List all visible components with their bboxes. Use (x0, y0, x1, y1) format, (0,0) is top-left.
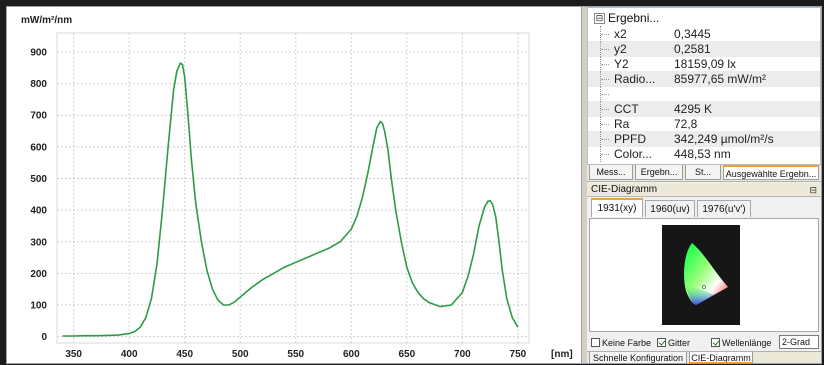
tree-connector (600, 116, 611, 132)
result-key: Color... (614, 147, 653, 161)
result-key: Y2 (614, 57, 629, 71)
x-tick-label: 700 (454, 349, 471, 360)
x-tick-label: 500 (232, 349, 249, 360)
tree-connector (600, 26, 611, 42)
y-tick-label: 700 (30, 111, 47, 122)
wellenlaenge-label: Wellenlänge (722, 338, 772, 348)
result-value: 85977,65 mW/m² (674, 72, 767, 86)
tab-st[interactable]: St... (685, 165, 721, 180)
keine-farbe-checkbox[interactable] (591, 338, 600, 347)
y-tick-label: 600 (30, 142, 47, 153)
collapse-icon[interactable]: ⊟ (594, 13, 605, 24)
gitter-label: Gitter (668, 338, 691, 348)
tab-mess[interactable]: Mess... (589, 165, 633, 180)
tab-cie-1976[interactable]: 1976(u'v') (697, 200, 751, 217)
tree-connector (600, 86, 611, 102)
result-key: CCT (614, 102, 639, 116)
x-tick-label: 600 (343, 349, 360, 360)
result-key: y2 (614, 42, 627, 56)
result-row[interactable]: PPFD 342,249 µmol/m²/s (588, 131, 820, 147)
y-tick-label: 0 (41, 332, 47, 343)
cie-title-label: CIE-Diagramm (591, 184, 658, 195)
y-tick-label: 400 (30, 206, 47, 217)
result-row[interactable]: y2 0,2581 (588, 41, 820, 57)
result-value: 0,3445 (674, 27, 711, 41)
keine-farbe-label: Keine Farbe (602, 338, 652, 348)
result-row[interactable]: CCT 4295 K (588, 101, 820, 117)
y-tick-label: 800 (30, 79, 47, 90)
spectrum-chart: 0 100 200 300 400 500 600 700 800 900 350 400 450 50… (7, 7, 581, 363)
tab-cie-diagramm[interactable]: CIE-Diagramm (689, 352, 753, 363)
panel-splitter[interactable] (581, 7, 588, 363)
result-value: 448,53 nm (674, 147, 731, 161)
right-panel: ⊟ Ergebni... x2 0,3445 y2 0,2581 Y2 18159,09 l… (587, 7, 821, 363)
tree-connector (600, 56, 611, 72)
spectrum-chart-svg: 0 100 200 300 400 500 600 700 800 900 350 400 450 50… (21, 15, 573, 360)
tree-connector (600, 41, 611, 57)
tab-cie-1931[interactable]: 1931(xy) (591, 198, 643, 217)
result-value: 342,249 µmol/m²/s (674, 132, 774, 146)
option-wellenlaenge[interactable]: Wellenlänge (711, 337, 771, 349)
x-tick-label: 550 (287, 349, 304, 360)
y-tick-label: 300 (30, 237, 47, 248)
application-window: 0 100 200 300 400 500 600 700 800 900 350 400 450 50… (6, 6, 822, 364)
cie-options-row: Keine Farbe Gitter Wellenlänge 2-Grad (587, 335, 821, 351)
cie-blue-region (686, 285, 714, 305)
x-tick-label: 650 (398, 349, 415, 360)
cie-measured-point (702, 285, 706, 289)
result-value: 72,8 (674, 117, 698, 131)
x-tick-label: 350 (65, 349, 82, 360)
tree-connector (600, 146, 611, 162)
result-row[interactable]: x2 0,3445 (588, 26, 820, 42)
spectrum-line (62, 61, 519, 337)
tree-connector (600, 131, 611, 147)
option-keine-farbe[interactable]: Keine Farbe (591, 337, 651, 349)
result-row[interactable]: Y2 18159,09 lx (588, 56, 820, 72)
tab-ergebnisse[interactable]: Ergebn... (635, 165, 683, 180)
results-tree-header[interactable]: ⊟ Ergebni... (594, 11, 659, 25)
pin-icon[interactable]: ⊟ (809, 185, 817, 195)
tree-connector (600, 71, 611, 87)
tab-ausgewaehlte-ergebnisse[interactable]: Ausgewählte Ergebn... (723, 165, 819, 180)
results-header-label: Ergebni... (608, 11, 660, 25)
result-row[interactable] (588, 86, 820, 102)
y-tick-label: 900 (30, 47, 47, 58)
option-gitter[interactable]: Gitter (657, 337, 690, 349)
plot-frame (56, 32, 530, 344)
gitter-checkbox[interactable] (657, 338, 666, 347)
y-tick-label: 500 (30, 174, 47, 185)
y-axis-label: mW/m²/nm (21, 15, 72, 26)
result-value: 18159,09 lx (674, 57, 737, 71)
y-tick-label: 200 (30, 269, 47, 280)
wellenlaenge-checkbox[interactable] (711, 338, 720, 347)
x-axis-label: [nm] (551, 349, 573, 360)
tab-schnelle-konfiguration[interactable]: Schnelle Konfiguration (589, 352, 687, 363)
y-tick-label: 100 (30, 301, 47, 312)
x-tick-label: 400 (121, 349, 138, 360)
results-tree: ⊟ Ergebni... x2 0,3445 y2 0,2581 Y2 18159,09 l… (587, 7, 821, 165)
cie-subtabs: 1931(xy) 1960(uv) 1976(u'v') (589, 198, 819, 218)
bottom-tabbar: Schnelle Konfiguration CIE-Diagramm (587, 351, 821, 363)
cie-diagram-area (589, 218, 819, 332)
x-tick-label: 450 (176, 349, 193, 360)
cie-chromaticity-diagram[interactable] (662, 225, 740, 325)
result-key: Radio... (614, 72, 656, 86)
result-row[interactable]: Ra 72,8 (588, 116, 820, 132)
result-value: 0,2581 (674, 42, 711, 56)
result-row[interactable]: Radio... 85977,65 mW/m² (588, 71, 820, 87)
tree-connector (600, 101, 611, 117)
results-tabbar: Mess... Ergebn... St... Ausgewählte Erge… (587, 165, 821, 182)
result-row[interactable]: Color... 448,53 nm (588, 146, 820, 162)
cie-panel-title: CIE-Diagramm ⊟ (587, 183, 821, 197)
result-key: Ra (614, 117, 630, 131)
result-key: PPFD (614, 132, 647, 146)
tab-cie-1960[interactable]: 1960(uv) (645, 200, 695, 217)
x-tick-label: 750 (510, 349, 527, 360)
observer-degree-select[interactable]: 2-Grad (779, 335, 819, 349)
result-value: 4295 K (674, 102, 713, 116)
result-key: x2 (614, 27, 627, 41)
